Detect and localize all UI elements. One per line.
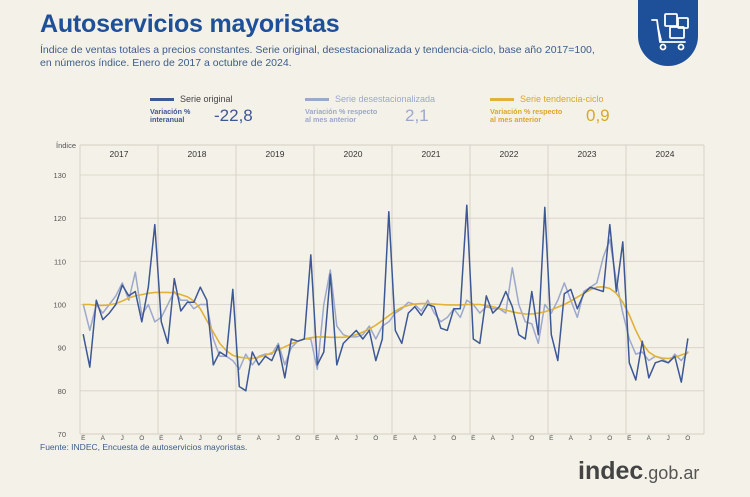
legend-desc-line2: al mes anterior xyxy=(305,115,357,124)
legend-tendencia: Serie tendencia-ciclo Variación % respec… xyxy=(490,94,610,126)
legend-value: 2,1 xyxy=(405,106,429,125)
legend-desc-line1: Variación % xyxy=(150,106,191,116)
month-tick-label: E xyxy=(81,435,86,442)
month-tick-label: J xyxy=(667,435,670,442)
page-title: Autoservicios mayoristas xyxy=(40,10,340,38)
legend-label: Serie original xyxy=(180,94,233,104)
month-tick-label: O xyxy=(295,435,300,442)
legend-desc-line2: al mes anterior xyxy=(490,115,542,124)
month-tick-label: A xyxy=(413,435,418,442)
month-tick-label: J xyxy=(511,435,514,442)
legend-swatch-desestacionalizada xyxy=(305,97,329,101)
month-tick-label: A xyxy=(647,435,652,442)
month-tick-label: J xyxy=(199,435,202,442)
month-tick-label: A xyxy=(179,435,184,442)
legend-desc-line1: Variación % respecto xyxy=(305,106,378,116)
legend-label: Serie desestacionalizada xyxy=(335,94,436,104)
legend-desc-line2: interanual xyxy=(150,115,185,124)
logo-domain: .gob.ar xyxy=(643,463,700,483)
legend-original: Serie original Variación % interanual -2… xyxy=(150,94,253,126)
y-tick-label: 120 xyxy=(53,214,66,223)
month-tick-label: E xyxy=(393,435,398,442)
month-tick-label: J xyxy=(277,435,280,442)
month-tick-label: O xyxy=(139,435,144,442)
y-tick-label: 70 xyxy=(58,430,66,439)
y-tick-label: 90 xyxy=(58,344,66,353)
month-tick-label: A xyxy=(257,435,262,442)
y-tick-label: 110 xyxy=(54,257,66,266)
month-tick-label: O xyxy=(217,435,222,442)
month-tick-label: O xyxy=(685,435,690,442)
month-tick-label: O xyxy=(529,435,534,442)
indec-logo[interactable]: indec.gob.ar xyxy=(578,457,699,486)
year-label: 2020 xyxy=(344,149,363,159)
month-tick-label: A xyxy=(101,435,106,442)
month-tick-label: J xyxy=(121,435,124,442)
year-label: 2024 xyxy=(656,149,675,159)
year-label: 2022 xyxy=(500,149,519,159)
legend-swatch-tendencia xyxy=(490,97,514,101)
y-tick-label: 80 xyxy=(58,387,66,396)
month-tick-label: E xyxy=(627,435,632,442)
page-subtitle: Índice de ventas totales a precios const… xyxy=(40,44,595,69)
year-label: 2017 xyxy=(110,149,129,159)
month-tick-label: O xyxy=(451,435,456,442)
month-tick-label: A xyxy=(335,435,340,442)
source-note: Fuente: INDEC, Encuesta de autoservicios… xyxy=(40,442,248,452)
series-line-desestacionalizada xyxy=(82,239,689,371)
month-tick-label: E xyxy=(315,435,320,442)
month-tick-label: O xyxy=(373,435,378,442)
cart-boxes-icon xyxy=(651,13,689,51)
month-tick-label: E xyxy=(549,435,554,442)
series-line-tendencia-ciclo xyxy=(82,285,689,360)
y-tick-label: 130 xyxy=(53,171,66,180)
month-tick-label: A xyxy=(569,435,574,442)
legend-desestacionalizada: Serie desestacionalizada Variación % res… xyxy=(305,94,435,126)
legend-label: Serie tendencia-ciclo xyxy=(520,94,604,104)
legend-value: -22,8 xyxy=(214,106,253,125)
logo-text: indec xyxy=(578,457,644,485)
legend-value: 0,9 xyxy=(586,106,610,125)
indec-badge xyxy=(638,0,698,66)
legend-swatch-original xyxy=(150,97,174,101)
month-tick-label: E xyxy=(159,435,164,442)
month-tick-label: J xyxy=(433,435,436,442)
month-tick-label: A xyxy=(491,435,496,442)
month-tick-label: E xyxy=(471,435,476,442)
month-tick-label: J xyxy=(589,435,592,442)
month-tick-label: E xyxy=(237,435,242,442)
y-axis-label: Índice xyxy=(56,141,76,150)
year-label: 2023 xyxy=(578,149,597,159)
month-tick-label: O xyxy=(607,435,612,442)
year-label: 2019 xyxy=(266,149,285,159)
series-line-original xyxy=(82,204,689,392)
year-label: 2018 xyxy=(188,149,207,159)
month-tick-label: J xyxy=(355,435,358,442)
y-tick-label: 100 xyxy=(53,301,66,310)
year-label: 2021 xyxy=(422,149,441,159)
legend-desc-line1: Variación % respecto xyxy=(490,106,563,116)
